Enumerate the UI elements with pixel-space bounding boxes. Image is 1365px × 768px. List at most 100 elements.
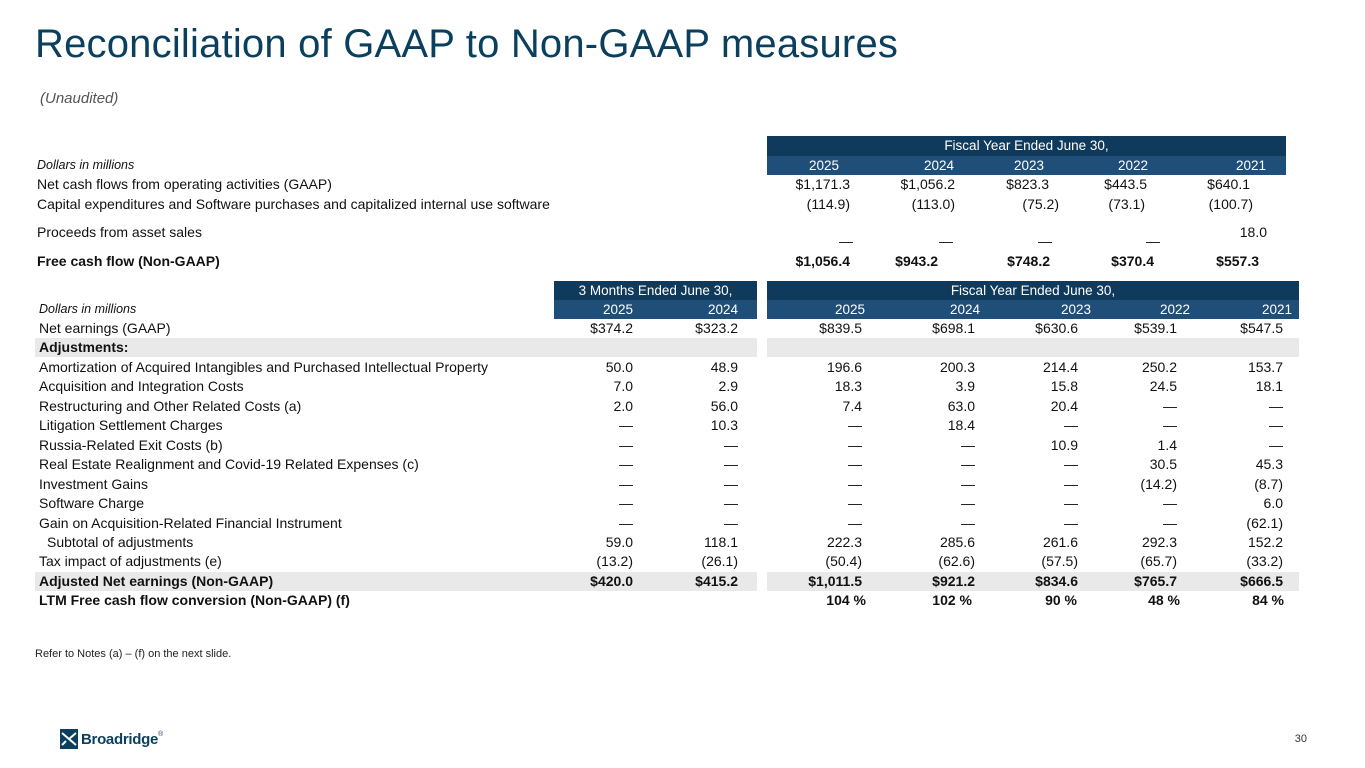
table2-cell: —: [724, 515, 738, 531]
table2-year: 2025: [834, 302, 865, 317]
table1-cell: —: [1038, 233, 1052, 249]
table2-cell: 153.7: [1247, 359, 1283, 375]
table2-cell: 7.4: [842, 398, 862, 414]
table1-year-header: [767, 156, 1286, 175]
table2-cell: (50.4): [825, 553, 862, 569]
table2-cell: —: [1269, 417, 1283, 433]
table1-cell: $1,056.4: [795, 253, 851, 269]
table2-cell: 56.0: [710, 398, 738, 414]
table1-cell: $557.3: [1216, 253, 1259, 269]
row-highlight: [767, 338, 1299, 357]
table2-cell: —: [1064, 495, 1078, 511]
table2-cell: —: [619, 417, 633, 433]
table1-cell: $748.2: [1007, 253, 1050, 269]
page-title: Reconciliation of GAAP to Non-GAAP measu…: [35, 22, 899, 66]
broadridge-logo: Broadridge ®: [60, 727, 163, 751]
table2-cell: —: [961, 515, 975, 531]
table2-cell: —: [961, 495, 975, 511]
table2-year: 2022: [1159, 302, 1190, 317]
table2-cell: —: [724, 456, 738, 472]
table2-cell: 200.3: [939, 359, 975, 375]
table1-cell: —: [1146, 233, 1160, 249]
table1-row-label: Proceeds from asset sales: [37, 224, 202, 240]
table2-year: 2025: [602, 302, 633, 317]
row-highlight: [35, 338, 757, 357]
table2-cell: 10.9: [1050, 437, 1078, 453]
table2-cell: 20.4: [1050, 398, 1078, 414]
table2-cell: $420.0: [590, 573, 633, 589]
table2-cell: $765.7: [1134, 573, 1177, 589]
table2-cell: —: [848, 417, 862, 433]
table2-cell: —: [1064, 456, 1078, 472]
table2-cell: $666.5: [1240, 573, 1283, 589]
table2-cell: —: [1269, 437, 1283, 453]
table2-row-label: Gain on Acquisition-Related Financial In…: [39, 515, 342, 531]
table2-cell: 1.4: [1157, 437, 1177, 453]
table2-row-label: Acquisition and Integration Costs: [39, 378, 244, 394]
table2-row-label: Amortization of Acquired Intangibles and…: [39, 359, 489, 375]
table2-cell: 50.0: [605, 359, 633, 375]
table2-row-label: Adjusted Net earnings (Non-GAAP): [39, 573, 274, 589]
table2-row-label: Litigation Settlement Charges: [39, 417, 223, 433]
table2-cell: $834.6: [1035, 573, 1078, 589]
table2-row-label: Restructuring and Other Related Costs (a…: [39, 398, 302, 414]
table2-cell: —: [1269, 398, 1283, 414]
table2-cell: (13.2): [596, 553, 633, 569]
table2-cell: —: [619, 476, 633, 492]
table1-year: 2022: [1117, 158, 1148, 173]
table2-cell: (62.6): [938, 553, 975, 569]
table1-units-label: Dollars in millions: [37, 158, 135, 172]
table2-cell: 59.0: [605, 534, 633, 550]
table2-cell: $374.2: [590, 320, 633, 336]
table2-row-label: Subtotal of adjustments: [47, 534, 194, 550]
table2-row-label: Software Charge: [39, 495, 145, 511]
table2-cell: —: [1163, 515, 1177, 531]
table2-cell: 285.6: [939, 534, 975, 550]
table2-cell: —: [724, 437, 738, 453]
table2-cell: —: [848, 437, 862, 453]
row-highlight: [35, 572, 757, 591]
table2-cell: 84 %: [1252, 592, 1284, 608]
table1-cell: $1,056.2: [900, 176, 956, 192]
table2-cell: 2.0: [613, 398, 633, 414]
table2-cell: —: [848, 476, 862, 492]
table2-cell: 3.9: [955, 378, 975, 394]
table2-cell: (65.7): [1140, 553, 1177, 569]
table2-year: 2024: [707, 302, 738, 317]
table1-cell: $443.5: [1104, 176, 1147, 192]
table2-row-label: Investment Gains: [39, 476, 148, 492]
table2-cell: 15.8: [1050, 378, 1078, 394]
table2-row-label: Real Estate Realignment and Covid-19 Rel…: [39, 456, 419, 472]
table2-cell: (62.1): [1246, 515, 1283, 531]
table2-cell: —: [961, 476, 975, 492]
table1-cell: $943.2: [895, 253, 938, 269]
table2-cell: 261.6: [1042, 534, 1078, 550]
table1-cell: (114.9): [806, 196, 850, 212]
table2-cell: —: [619, 495, 633, 511]
table1-row-label: Net cash flows from operating activities…: [37, 176, 332, 192]
table2-fy-year-header: [767, 300, 1299, 319]
table2-quarter-header: 3 Months Ended June 30,: [554, 281, 757, 301]
table2-cell: $698.1: [932, 320, 975, 336]
table2-cell: $323.2: [695, 320, 738, 336]
table2-cell: 18.3: [834, 378, 862, 394]
table2-cell: 48 %: [1148, 592, 1180, 608]
table2-row-label: Adjustments:: [39, 339, 129, 355]
table2-cell: 102 %: [932, 592, 972, 608]
table1-year: 2024: [923, 158, 954, 173]
table2-cell: 118.1: [704, 534, 738, 550]
table2-row-label: Russia-Related Exit Costs (b): [39, 437, 223, 453]
table2-cell: (8.7): [1254, 476, 1283, 492]
table2-cell: 24.5: [1149, 378, 1177, 394]
table2-cell: $547.5: [1240, 320, 1283, 336]
table2-cell: 250.2: [1141, 359, 1177, 375]
table2-cell: —: [619, 456, 633, 472]
table1-row-label: Free cash flow (Non-GAAP): [37, 253, 220, 269]
table2-cell: —: [619, 515, 633, 531]
table2-cell: 18.4: [947, 417, 975, 433]
broadridge-logo-text: Broadridge: [81, 730, 159, 748]
table2-cell: —: [961, 437, 975, 453]
table2-cell: 292.3: [1141, 534, 1177, 550]
table1-year: 2021: [1235, 158, 1266, 173]
table1-cell: (75.2): [1022, 196, 1059, 212]
